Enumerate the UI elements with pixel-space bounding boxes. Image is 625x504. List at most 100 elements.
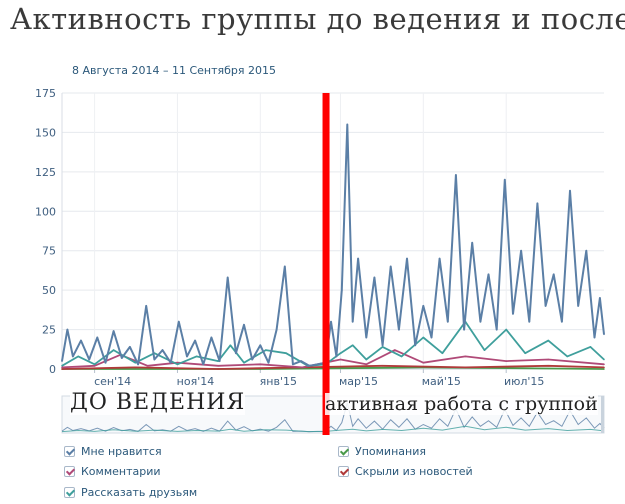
y-tick-label: 150 (35, 126, 56, 139)
data-point (161, 349, 164, 351)
data-point (202, 363, 205, 366)
data-point (96, 336, 99, 339)
data-point (547, 358, 550, 361)
y-tick-label: 50 (42, 284, 56, 297)
data-point (566, 355, 569, 358)
x-tick-label: янв'15 (260, 375, 297, 388)
data-point (134, 366, 137, 369)
data-point (479, 320, 482, 323)
data-point (61, 368, 63, 370)
data-point (577, 305, 579, 307)
data-point (524, 352, 526, 355)
x-tick-label: июл'15 (504, 375, 544, 388)
data-point (422, 336, 425, 339)
data-point (93, 365, 96, 367)
legend-label: Комментарии (81, 465, 161, 478)
series-line-3 (61, 364, 605, 370)
caption-after: активная работа с группой (325, 393, 598, 415)
data-point (528, 320, 531, 323)
data-point (357, 257, 359, 260)
legend-item[interactable]: Упоминания (338, 445, 426, 458)
data-point (265, 349, 267, 351)
legend-item[interactable]: Скрыли из новостей (338, 465, 473, 478)
data-point (195, 355, 198, 358)
data-point (210, 336, 213, 339)
data-point (137, 363, 139, 366)
data-point (569, 190, 571, 192)
legend-checkbox[interactable] (338, 446, 349, 457)
legend-item[interactable]: Мне нравится (64, 445, 162, 458)
data-point (400, 355, 403, 358)
legend-label: Упоминания (355, 445, 426, 458)
data-point (243, 361, 245, 364)
data-point (438, 257, 441, 260)
data-point (585, 249, 588, 252)
data-point (544, 305, 547, 307)
data-point (603, 358, 605, 361)
legend-checkbox[interactable] (64, 466, 75, 477)
data-point (394, 349, 396, 351)
data-point (308, 365, 311, 367)
data-point (285, 352, 287, 355)
data-point (134, 361, 137, 364)
data-point (335, 355, 338, 358)
page-title: Активность группы до ведения и после (10, 2, 625, 36)
data-point (365, 363, 368, 366)
data-point (365, 336, 368, 339)
data-point (406, 257, 408, 260)
data-point (536, 202, 539, 205)
y-tick-label: 0 (49, 363, 56, 376)
legend-checkbox[interactable] (64, 487, 75, 498)
data-point (389, 265, 392, 268)
y-tick-label: 25 (42, 324, 56, 337)
data-point (217, 365, 219, 367)
data-point (80, 339, 82, 342)
date-range-label[interactable]: 8 Августа 2014 – 11 Сентября 2015 (72, 64, 277, 77)
x-tick-label: мар'15 (339, 375, 378, 388)
data-point (217, 368, 219, 370)
data-point (316, 363, 319, 366)
data-point (455, 174, 457, 176)
legend-checkbox[interactable] (338, 466, 349, 477)
series-line-1 (61, 320, 605, 367)
data-point (593, 336, 596, 339)
y-tick-label: 175 (35, 87, 56, 100)
data-point (471, 242, 474, 244)
data-point (464, 366, 467, 369)
legend-item[interactable]: Комментарии (64, 465, 161, 478)
navigator-handle[interactable] (601, 396, 604, 433)
data-point (88, 358, 90, 361)
series-lines (61, 123, 605, 370)
data-point (176, 361, 179, 364)
data-point (267, 361, 270, 364)
data-point (346, 123, 349, 126)
data-point (430, 336, 433, 339)
data-point (121, 357, 123, 359)
data-point (599, 297, 601, 299)
legend-item[interactable]: Рассказать друзьям (64, 486, 197, 499)
data-point (422, 361, 425, 364)
y-axis-ticks: 0 25 50 75 100 125 150 175 (35, 87, 56, 376)
navigator-series-1 (61, 425, 605, 433)
data-point (414, 344, 417, 347)
data-point (603, 333, 605, 336)
legend-label: Мне нравится (81, 445, 162, 458)
data-point (259, 363, 262, 366)
data-point (447, 320, 449, 323)
legend-label: Рассказать друзьям (81, 486, 198, 499)
grid-lines (62, 92, 604, 370)
data-point (301, 366, 304, 369)
data-point (398, 328, 400, 331)
data-point (552, 273, 555, 276)
data-point (146, 365, 149, 367)
data-point (351, 344, 354, 347)
legend-checkbox[interactable] (64, 446, 75, 457)
data-point (243, 324, 245, 326)
data-point (66, 328, 69, 331)
data-point (235, 352, 237, 355)
data-point (93, 363, 96, 366)
data-point (464, 355, 467, 358)
before-after-divider (322, 93, 330, 435)
data-point (381, 346, 384, 348)
